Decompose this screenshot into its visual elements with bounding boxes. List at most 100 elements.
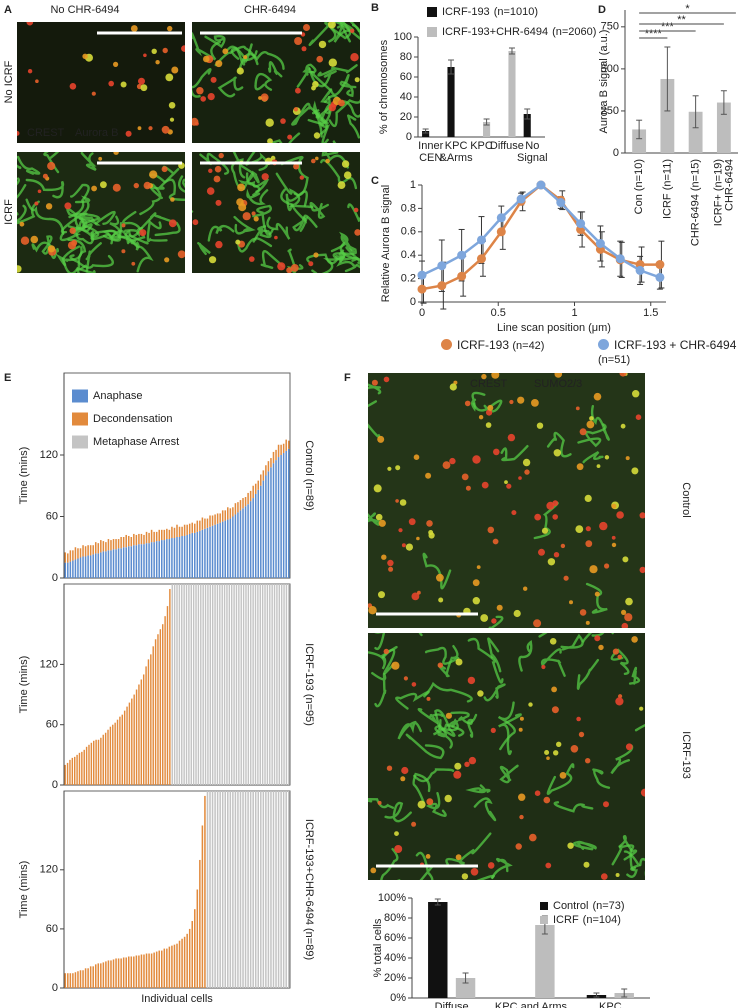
- spot: [161, 125, 170, 134]
- y-axis-label: Aurora B signal (a.u.): [598, 30, 610, 134]
- bar-segment: [122, 547, 125, 578]
- fiber: [417, 707, 444, 726]
- spot: [290, 264, 299, 272]
- bar-segment: [280, 791, 282, 988]
- legend-note: (n=73): [592, 900, 624, 912]
- bar-segment: [89, 966, 92, 988]
- spot: [411, 682, 417, 687]
- bar-segment: [155, 951, 158, 988]
- spot: [491, 373, 500, 379]
- spot: [280, 118, 286, 124]
- bar-segment: [178, 584, 181, 785]
- spot: [91, 185, 97, 192]
- fiber: [553, 801, 594, 813]
- bar-segment: [252, 584, 254, 785]
- bar-segment: [72, 550, 74, 561]
- bar-segment: [216, 513, 219, 524]
- fiber: [75, 225, 94, 245]
- bar-segment: [188, 533, 191, 578]
- fiber: [488, 615, 504, 628]
- bar-segment: [199, 520, 201, 531]
- spot: [387, 466, 392, 471]
- bar-segment: [277, 791, 280, 988]
- micrograph: [368, 373, 645, 628]
- panel-label: Control (n=89): [303, 440, 315, 511]
- bar-segment: [116, 719, 119, 785]
- spot: [518, 476, 522, 480]
- x-tick-label: CEN: [419, 152, 442, 164]
- spot: [98, 156, 103, 161]
- bar-segment: [120, 958, 122, 988]
- bar-segment: [84, 556, 87, 578]
- bar-segment: [267, 461, 270, 472]
- bar-segment: [127, 956, 130, 988]
- bar-segment: [206, 518, 209, 528]
- spot: [294, 37, 303, 45]
- bar-segment: [242, 508, 244, 578]
- bar-segment: [234, 514, 237, 578]
- spot: [47, 161, 56, 171]
- spot: [567, 842, 574, 849]
- spot: [464, 400, 471, 407]
- fiber: [217, 76, 244, 98]
- bar: [535, 925, 555, 998]
- bar-segment: [130, 956, 133, 988]
- bar-segment: [87, 545, 89, 556]
- fiber: [76, 268, 80, 273]
- spot: [449, 383, 457, 391]
- bar-segment: [142, 674, 145, 785]
- legend-label: ICRF-193+CHR-6494: [442, 26, 548, 38]
- bar-segment: [88, 744, 90, 785]
- bar-segment: [72, 560, 74, 578]
- point: [457, 271, 467, 281]
- fiber: [345, 246, 360, 269]
- bar-segment: [163, 948, 166, 988]
- bar-segment: [122, 957, 125, 988]
- bar-segment: [110, 960, 112, 988]
- bar-segment: [221, 791, 224, 988]
- point: [437, 261, 447, 271]
- bar-segment: [130, 537, 133, 547]
- fiber: [582, 633, 614, 643]
- bar-segment: [164, 616, 166, 785]
- bar-segment: [107, 729, 109, 785]
- bar-segment: [176, 943, 178, 988]
- bar-segment: [275, 449, 277, 461]
- spot: [563, 575, 569, 581]
- spot: [426, 798, 434, 806]
- spot: [315, 156, 319, 161]
- spot: [209, 256, 217, 264]
- spot: [551, 706, 559, 714]
- spot: [121, 223, 126, 228]
- bar-segment: [78, 752, 81, 785]
- bar-segment: [199, 530, 201, 578]
- error-bar: [508, 47, 515, 55]
- fiber: [546, 763, 575, 795]
- bar-segment: [219, 522, 221, 578]
- bar-segment: [260, 791, 262, 988]
- bar-segment: [117, 958, 120, 988]
- bar-segment: [259, 584, 261, 785]
- spot: [549, 638, 557, 645]
- spot: [242, 212, 251, 221]
- x-tick-label: KPC and Arms: [495, 1001, 568, 1008]
- spot: [143, 53, 147, 58]
- spot: [277, 262, 286, 271]
- spot: [378, 591, 385, 599]
- fiber: [572, 840, 597, 851]
- error-bar: [422, 128, 429, 134]
- bar-segment: [133, 956, 135, 988]
- legend-entry: ICRF-193 + CHR-6494 (n=51): [598, 338, 738, 367]
- spot: [491, 618, 497, 624]
- spot: [519, 716, 524, 721]
- bar-segment: [71, 757, 74, 785]
- bar-segment: [247, 504, 249, 578]
- spot: [533, 619, 542, 628]
- bar-segment: [112, 549, 115, 578]
- bar-segment: [226, 584, 228, 785]
- spot: [378, 519, 386, 527]
- bar-segment: [244, 497, 247, 507]
- bar-segment: [267, 791, 270, 988]
- bar-segment: [186, 524, 188, 535]
- x-tick-label: CHR-6494 (n=15): [690, 159, 702, 246]
